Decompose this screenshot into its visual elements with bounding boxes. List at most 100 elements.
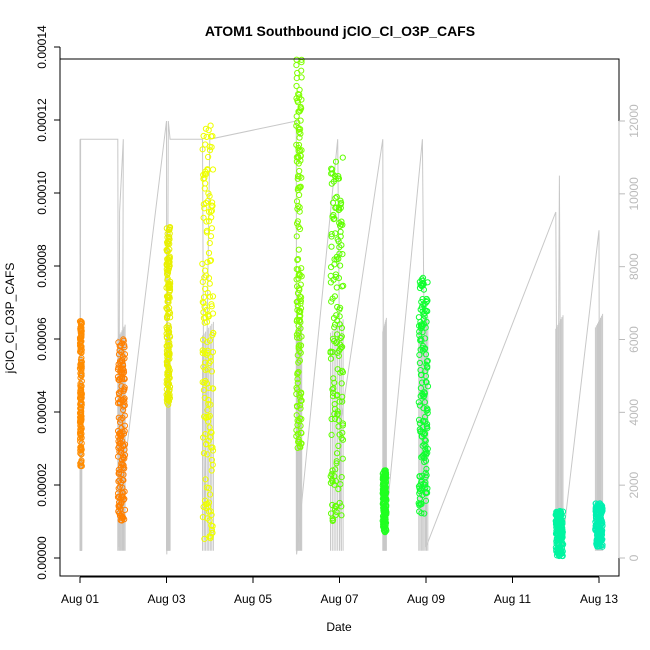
- data-point: [200, 214, 207, 221]
- data-point: [296, 286, 303, 294]
- data-point: [297, 305, 305, 312]
- data-point: [422, 437, 429, 444]
- data-point: [298, 59, 305, 66]
- data-point: [297, 405, 304, 412]
- data-point: [422, 373, 429, 380]
- data-point: [599, 522, 606, 529]
- data-point: [297, 281, 304, 288]
- data-point: [298, 397, 305, 404]
- data-point: [297, 298, 304, 305]
- data-point: [210, 330, 217, 337]
- data-point: [424, 489, 431, 496]
- data-point: [335, 423, 342, 430]
- y-tick-label: 0.00012: [35, 98, 49, 142]
- data-point: [120, 464, 127, 471]
- data-point: [121, 422, 129, 429]
- data-point: [294, 386, 301, 393]
- data-point: [297, 183, 304, 190]
- data-point: [202, 180, 209, 187]
- data-point: [419, 424, 426, 431]
- data-point: [165, 324, 173, 331]
- data-point: [297, 117, 304, 124]
- data-point: [421, 390, 428, 397]
- data-point: [200, 132, 207, 140]
- data-point: [338, 218, 345, 225]
- data-point: [166, 342, 173, 349]
- data-point: [78, 363, 85, 370]
- data-point: [209, 133, 216, 140]
- data-point: [383, 474, 390, 481]
- data-point: [209, 348, 216, 356]
- data-point: [206, 147, 214, 154]
- data-point: [205, 437, 212, 444]
- data-point: [332, 478, 339, 485]
- data-point: [205, 275, 213, 282]
- data-point: [166, 395, 173, 402]
- data-point: [421, 392, 428, 399]
- data-point: [78, 401, 85, 409]
- data-point: [207, 257, 215, 264]
- y2-tick-label: 8000: [627, 253, 641, 280]
- data-point: [334, 408, 341, 415]
- y-tick-label: 0.00002: [35, 463, 49, 507]
- data-point: [209, 310, 217, 317]
- data-point: [557, 513, 564, 520]
- data-point: [298, 96, 305, 103]
- data-point: [202, 476, 209, 483]
- data-point: [202, 359, 209, 366]
- data-point: [298, 74, 305, 81]
- data-point: [339, 221, 346, 228]
- data-point: [120, 337, 127, 344]
- data-point: [330, 516, 337, 524]
- data-point: [209, 199, 216, 206]
- data-point: [298, 265, 305, 272]
- data-point: [119, 494, 127, 501]
- data-point: [166, 367, 173, 374]
- data-point: [164, 315, 171, 322]
- data-point: [339, 154, 346, 161]
- data-point: [424, 409, 431, 417]
- data-point: [418, 501, 425, 508]
- data-point: [167, 278, 174, 285]
- data-point: [78, 328, 85, 335]
- data-point: [422, 324, 429, 331]
- data-point: [337, 233, 344, 240]
- data-point: [200, 450, 207, 457]
- y2-tick-label: 10000: [627, 177, 641, 211]
- data-point: [78, 334, 85, 341]
- data-point: [205, 499, 213, 506]
- data-point: [328, 231, 335, 238]
- data-point: [337, 369, 344, 376]
- data-point: [78, 378, 85, 385]
- data-point: [382, 478, 389, 485]
- data-point: [298, 56, 305, 63]
- data-point: [121, 455, 128, 462]
- data-point: [328, 431, 335, 438]
- data-point: [203, 218, 210, 225]
- data-point: [121, 495, 128, 503]
- data-point: [333, 458, 340, 465]
- data-point: [294, 403, 301, 410]
- data-point: [166, 383, 174, 390]
- data-point: [206, 193, 213, 200]
- data-point: [599, 507, 606, 514]
- data-point: [298, 415, 305, 423]
- data-point: [423, 472, 430, 479]
- data-point: [424, 364, 431, 371]
- data-point: [331, 215, 338, 222]
- data-point: [78, 391, 85, 398]
- data-point: [115, 485, 122, 492]
- data-point: [207, 491, 214, 498]
- data-point: [78, 331, 85, 338]
- data-point: [166, 253, 173, 260]
- data-point: [294, 256, 301, 264]
- data-point: [209, 461, 216, 468]
- data-point: [166, 374, 173, 382]
- data-point: [121, 488, 128, 495]
- data-point: [297, 342, 305, 349]
- x-axis: Aug 01 Aug 03 Aug 05 Aug 07 Aug 09 Aug 11 Aug …: [61, 576, 618, 606]
- data-point: [296, 128, 303, 136]
- data-point: [165, 342, 172, 349]
- data-point: [599, 505, 606, 512]
- data-point: [296, 357, 303, 364]
